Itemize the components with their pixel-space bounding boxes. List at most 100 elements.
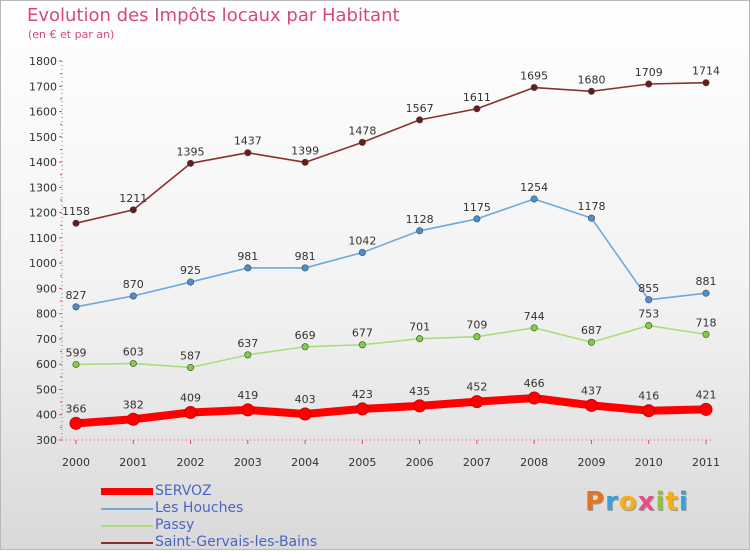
logo-letter: r bbox=[605, 487, 619, 517]
data-label-servoz: 403 bbox=[295, 393, 316, 406]
x-tick-label: 2004 bbox=[291, 456, 319, 469]
series-line-saint-gervais-les-bains bbox=[75, 81, 707, 225]
data-point-saint-gervais-les-bains bbox=[72, 219, 80, 227]
data-point-saint-gervais-les-bains bbox=[645, 80, 653, 88]
data-point-servoz bbox=[69, 416, 83, 430]
data-label-saint-gervais-les-bains: 1399 bbox=[291, 144, 319, 157]
y-tick-label: 1500 bbox=[29, 131, 57, 144]
data-label-servoz: 366 bbox=[66, 402, 87, 415]
x-tick-label: 2000 bbox=[62, 456, 90, 469]
legend-label-saint-gervais: Saint-Gervais-les-Bains bbox=[155, 534, 318, 550]
data-point-les-houches bbox=[244, 264, 252, 272]
x-tick-label: 2007 bbox=[463, 456, 491, 469]
data-label-servoz: 421 bbox=[696, 388, 717, 401]
data-point-servoz bbox=[184, 405, 198, 419]
y-tick-label: 500 bbox=[36, 383, 57, 396]
legend-label-les-houches: Les Houches bbox=[155, 500, 244, 516]
data-label-saint-gervais-les-bains: 1611 bbox=[463, 91, 491, 104]
data-point-les-houches bbox=[187, 278, 195, 286]
data-point-saint-gervais-les-bains bbox=[702, 79, 710, 87]
data-point-les-houches bbox=[645, 296, 653, 304]
data-label-servoz: 409 bbox=[180, 391, 201, 404]
data-label-saint-gervais-les-bains: 1395 bbox=[177, 145, 205, 158]
x-tick-label: 2010 bbox=[635, 456, 663, 469]
data-point-passy bbox=[301, 343, 309, 351]
data-label-les-houches: 1128 bbox=[406, 213, 434, 226]
data-label-passy: 669 bbox=[295, 329, 316, 342]
x-tick-label: 2002 bbox=[177, 456, 205, 469]
data-label-saint-gervais-les-bains: 1695 bbox=[520, 70, 548, 83]
data-label-servoz: 416 bbox=[638, 390, 659, 403]
legend-swatch-servoz bbox=[101, 488, 153, 495]
legend-swatch-passy bbox=[101, 525, 153, 527]
data-label-passy: 637 bbox=[237, 337, 258, 350]
series-line-servoz bbox=[72, 394, 710, 428]
proxiti-logo: Proxiti bbox=[585, 487, 689, 517]
data-point-passy bbox=[72, 360, 80, 368]
data-point-les-houches bbox=[129, 292, 137, 300]
data-point-les-houches bbox=[530, 195, 538, 203]
data-label-saint-gervais-les-bains: 1680 bbox=[577, 73, 605, 86]
data-label-passy: 701 bbox=[409, 321, 430, 334]
data-label-saint-gervais-les-bains: 1714 bbox=[692, 65, 720, 78]
data-label-passy: 709 bbox=[466, 319, 487, 332]
data-point-servoz bbox=[470, 395, 484, 409]
data-label-les-houches: 855 bbox=[638, 282, 659, 295]
data-label-passy: 718 bbox=[696, 316, 717, 329]
data-label-saint-gervais-les-bains: 1478 bbox=[348, 124, 376, 137]
x-tick-label: 2008 bbox=[520, 456, 548, 469]
logo-letter: t bbox=[665, 487, 679, 517]
legend-label-passy: Passy bbox=[155, 517, 195, 533]
data-point-saint-gervais-les-bains bbox=[301, 158, 309, 166]
data-point-les-houches bbox=[72, 303, 80, 311]
data-label-passy: 677 bbox=[352, 327, 373, 340]
y-tick-label: 1800 bbox=[29, 55, 57, 68]
data-label-passy: 744 bbox=[524, 310, 545, 323]
x-tick-label: 2003 bbox=[234, 456, 262, 469]
data-label-les-houches: 870 bbox=[123, 278, 144, 291]
data-label-les-houches: 1254 bbox=[520, 181, 548, 194]
data-label-servoz: 382 bbox=[123, 398, 144, 411]
data-label-les-houches: 1178 bbox=[577, 200, 605, 213]
data-label-passy: 603 bbox=[123, 345, 144, 358]
data-point-servoz bbox=[642, 404, 656, 418]
data-point-servoz bbox=[699, 402, 713, 416]
data-point-saint-gervais-les-bains bbox=[587, 87, 595, 95]
data-label-les-houches: 1175 bbox=[463, 201, 491, 214]
data-point-les-houches bbox=[358, 249, 366, 257]
legend-label-servoz: SERVOZ bbox=[155, 483, 212, 499]
x-tick-label: 2005 bbox=[348, 456, 376, 469]
data-label-les-houches: 925 bbox=[180, 264, 201, 277]
x-tick-label: 2006 bbox=[406, 456, 434, 469]
data-point-servoz bbox=[298, 407, 312, 421]
data-point-saint-gervais-les-bains bbox=[187, 159, 195, 167]
data-point-servoz bbox=[527, 391, 541, 405]
y-tick-label: 700 bbox=[36, 333, 57, 346]
series-line-passy bbox=[75, 324, 707, 369]
data-point-passy bbox=[530, 324, 538, 332]
data-label-passy: 687 bbox=[581, 324, 602, 337]
data-label-passy: 587 bbox=[180, 349, 201, 362]
data-label-les-houches: 1042 bbox=[348, 235, 376, 248]
logo-letter: o bbox=[618, 487, 638, 517]
y-tick-label: 1000 bbox=[29, 257, 57, 270]
data-point-saint-gervais-les-bains bbox=[129, 206, 137, 214]
data-point-servoz bbox=[584, 398, 598, 412]
data-point-servoz bbox=[355, 402, 369, 416]
y-tick-label: 1400 bbox=[29, 156, 57, 169]
legend-swatch-les-houches bbox=[101, 508, 153, 510]
data-label-les-houches: 981 bbox=[295, 250, 316, 263]
data-point-passy bbox=[702, 330, 710, 338]
axes: 300 400 500 600 700 800 900 1000 1100 1200 1300 140… bbox=[29, 55, 720, 469]
data-label-servoz: 452 bbox=[466, 381, 487, 394]
data-label-servoz: 435 bbox=[409, 385, 430, 398]
data-label-passy: 753 bbox=[638, 308, 659, 321]
data-point-les-houches bbox=[301, 264, 309, 272]
y-tick-label: 1700 bbox=[29, 80, 57, 93]
data-point-saint-gervais-les-bains bbox=[530, 84, 538, 92]
y-tick-label: 300 bbox=[36, 434, 57, 447]
data-label-saint-gervais-les-bains: 1211 bbox=[119, 192, 147, 205]
data-label-saint-gervais-les-bains: 1437 bbox=[234, 135, 262, 148]
